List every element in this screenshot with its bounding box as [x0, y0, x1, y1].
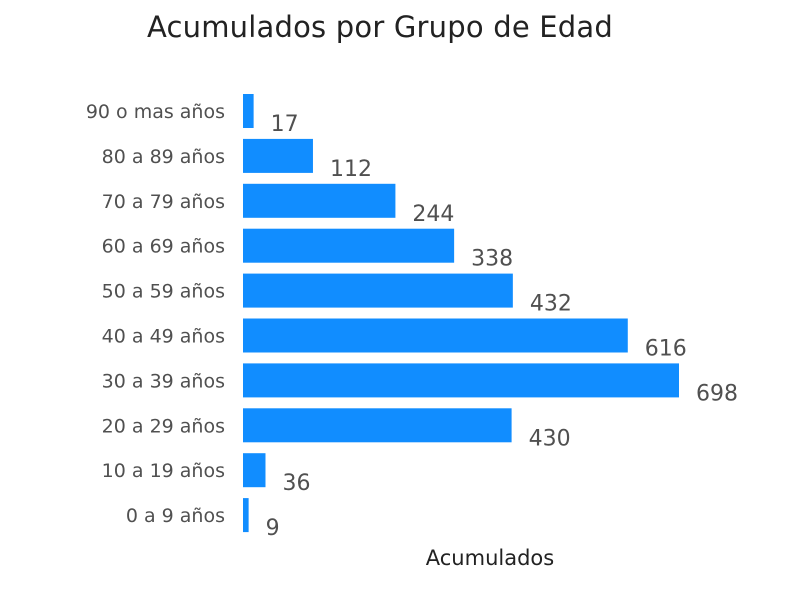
bar[interactable] [243, 498, 249, 533]
category-label: 0 a 9 años [126, 505, 225, 527]
bar[interactable] [243, 94, 254, 128]
bar[interactable] [243, 183, 396, 218]
data-label: 430 [529, 426, 571, 451]
bar[interactable] [243, 273, 513, 308]
bar[interactable] [243, 363, 679, 398]
bar[interactable] [243, 318, 628, 353]
bar[interactable] [243, 453, 266, 488]
bar[interactable] [243, 138, 313, 173]
data-label: 432 [530, 292, 572, 317]
data-label: 338 [471, 247, 513, 272]
category-label: 10 a 19 años [102, 460, 225, 482]
category-label: 80 a 89 años [102, 146, 225, 168]
data-label: 112 [330, 157, 372, 182]
category-label: 40 a 49 años [102, 326, 225, 348]
bar[interactable] [243, 228, 455, 263]
category-label: 90 o mas años [86, 101, 225, 123]
data-label: 616 [645, 337, 687, 362]
data-label: 698 [696, 381, 738, 406]
chart-title: Acumulados por Grupo de Edad [146, 10, 613, 44]
category-label: 20 a 29 años [102, 415, 225, 437]
category-label: 30 a 39 años [102, 370, 225, 392]
category-label: 50 a 59 años [102, 281, 225, 303]
x-axis-title: Acumulados [425, 546, 555, 570]
data-label: 17 [271, 112, 299, 137]
data-label: 36 [282, 471, 310, 496]
data-label: 244 [412, 202, 454, 227]
bar[interactable] [243, 408, 512, 443]
category-label: 70 a 79 años [102, 191, 225, 213]
category-label: 60 a 69 años [102, 236, 225, 258]
data-label: 9 [266, 516, 280, 541]
